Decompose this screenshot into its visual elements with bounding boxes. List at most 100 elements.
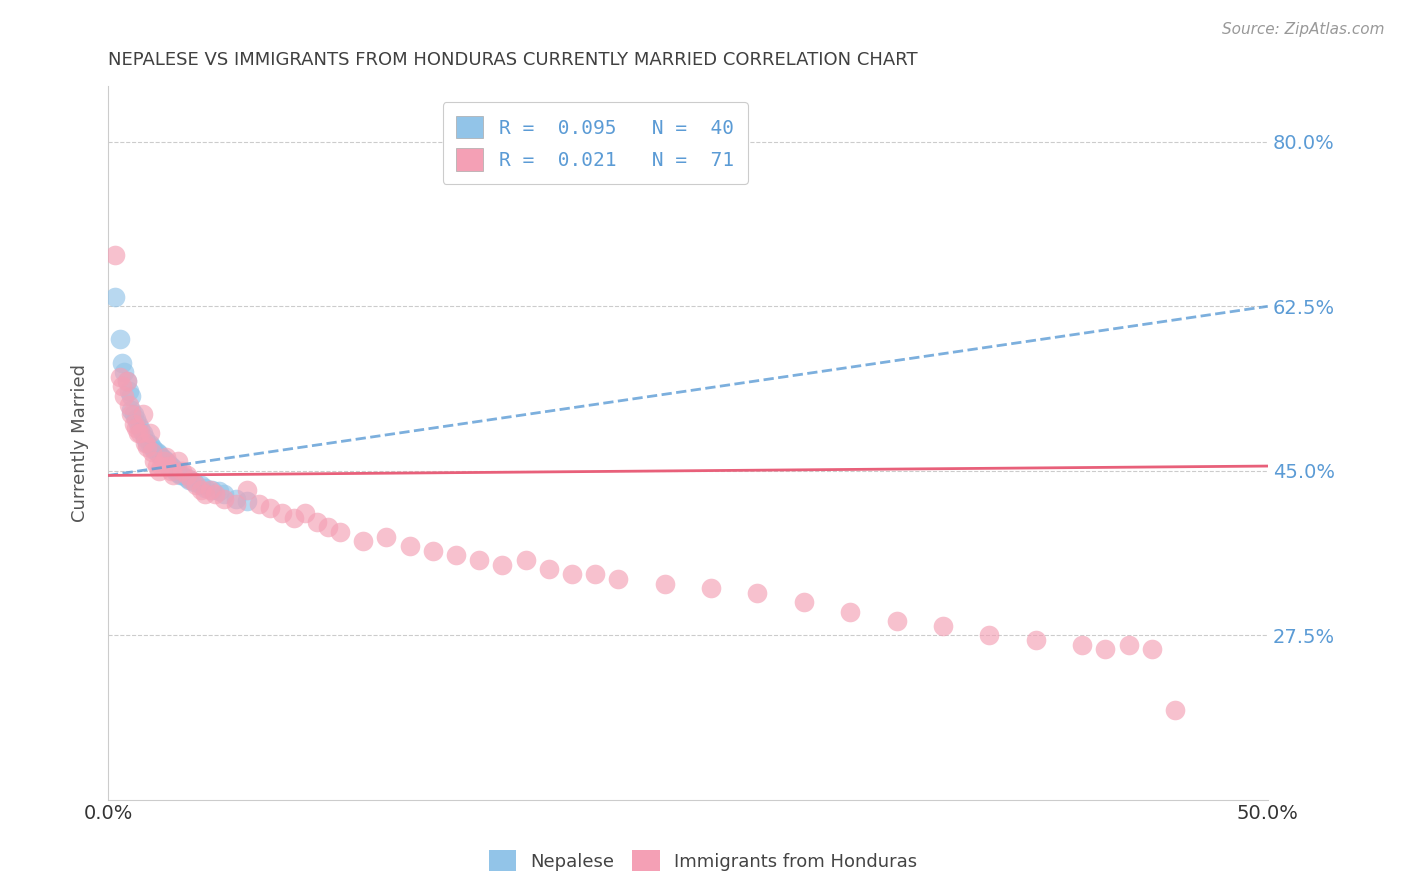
Point [148, 447, 170, 461]
Point [143, 454, 166, 468]
Point [108, 332, 131, 346]
Point [444, 549, 467, 563]
Point [115, 375, 138, 389]
Point [886, 614, 908, 628]
Point [104, 247, 127, 261]
Point [125, 421, 148, 435]
Point [654, 576, 676, 591]
Point [157, 458, 180, 473]
Point [194, 487, 217, 501]
Point [122, 417, 145, 431]
Point [152, 454, 174, 468]
Point [132, 426, 155, 441]
Point [1025, 632, 1047, 647]
Point [155, 454, 177, 468]
Point [132, 408, 155, 422]
Text: NEPALESE VS IMMIGRANTS FROM HONDURAS CURRENTLY MARRIED CORRELATION CHART: NEPALESE VS IMMIGRANTS FROM HONDURAS CUR… [108, 51, 918, 69]
Point [104, 290, 127, 304]
Point [162, 468, 184, 483]
Point [259, 501, 281, 516]
Point [583, 567, 606, 582]
Point [127, 417, 149, 431]
Point [165, 464, 187, 478]
Point [150, 458, 173, 473]
Point [398, 539, 420, 553]
Point [176, 468, 198, 483]
Point [157, 456, 180, 470]
Point [139, 437, 162, 451]
Point [172, 464, 194, 478]
Point [111, 356, 134, 370]
Point [127, 426, 149, 441]
Point [120, 402, 142, 417]
Point [225, 491, 247, 506]
Point [236, 493, 259, 508]
Point [491, 558, 513, 572]
Point [136, 440, 159, 454]
Point [979, 628, 1001, 642]
Point [159, 458, 181, 473]
Point [118, 398, 141, 412]
Point [190, 483, 212, 497]
Point [183, 475, 205, 489]
Point [1164, 703, 1187, 717]
Point [120, 388, 142, 402]
Point [148, 464, 170, 478]
Point [305, 516, 328, 530]
Point [283, 510, 305, 524]
Point [145, 445, 167, 459]
Legend: R =  0.095   N =  40, R =  0.021   N =  71: R = 0.095 N = 40, R = 0.021 N = 71 [443, 103, 748, 185]
Point [537, 562, 560, 576]
Point [208, 484, 231, 499]
Point [122, 408, 145, 422]
Point [141, 440, 163, 454]
Y-axis label: Currently Married: Currently Married [72, 364, 89, 522]
Point [115, 375, 138, 389]
Point [607, 572, 630, 586]
Point [1094, 642, 1116, 657]
Point [111, 379, 134, 393]
Point [143, 443, 166, 458]
Point [468, 553, 491, 567]
Point [112, 388, 135, 402]
Point [129, 426, 152, 441]
Point [176, 471, 198, 485]
Point [194, 481, 217, 495]
Point [1140, 642, 1163, 657]
Point [141, 445, 163, 459]
Point [155, 450, 177, 464]
Point [166, 454, 188, 468]
Point [561, 567, 583, 582]
Point [129, 421, 152, 435]
Point [162, 461, 184, 475]
Point [329, 524, 352, 539]
Point [184, 478, 207, 492]
Point [172, 468, 194, 483]
Point [120, 408, 142, 422]
Point [145, 458, 167, 473]
Point [190, 478, 212, 492]
Point [180, 473, 202, 487]
Legend: Nepalese, Immigrants from Honduras: Nepalese, Immigrants from Honduras [482, 843, 924, 879]
Point [179, 473, 201, 487]
Point [271, 506, 294, 520]
Point [932, 619, 955, 633]
Point [150, 450, 173, 464]
Point [515, 553, 537, 567]
Point [225, 497, 247, 511]
Point [139, 426, 162, 441]
Point [294, 506, 316, 520]
Point [793, 595, 815, 609]
Point [169, 467, 191, 482]
Point [236, 483, 259, 497]
Point [112, 365, 135, 379]
Point [839, 605, 862, 619]
Point [318, 520, 340, 534]
Point [700, 581, 723, 595]
Point [134, 431, 156, 445]
Point [747, 586, 769, 600]
Point [352, 534, 374, 549]
Point [159, 464, 181, 478]
Point [212, 491, 235, 506]
Point [136, 435, 159, 450]
